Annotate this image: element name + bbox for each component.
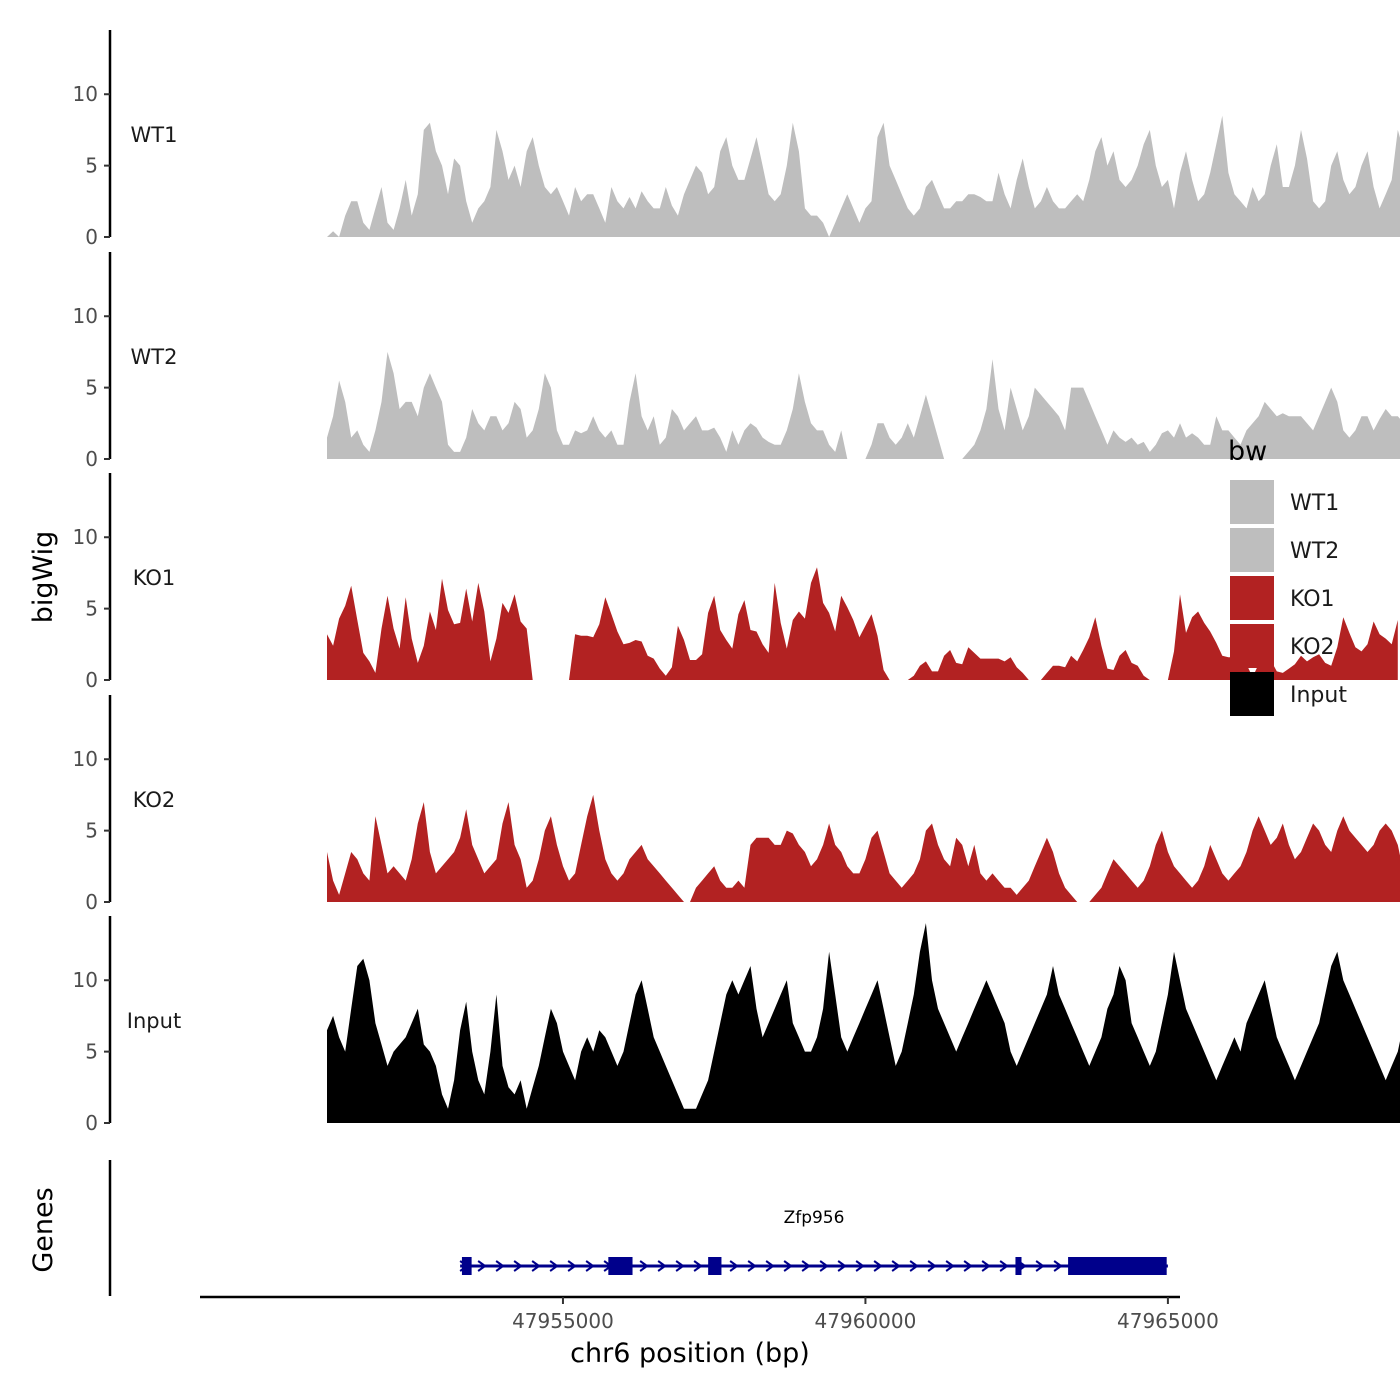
gene-track: Zfp956: [108, 1160, 1168, 1296]
strand-chevron: [819, 1260, 829, 1272]
strand-chevron: [639, 1260, 649, 1272]
track-ko1: 0 5 10 KO1: [73, 473, 1398, 692]
strand-chevron: [549, 1260, 559, 1272]
strand-chevron: [513, 1260, 523, 1272]
x-tick-label: 47965000: [1117, 1309, 1219, 1333]
legend-swatch-input: [1230, 672, 1274, 716]
track-label: WT1: [131, 123, 178, 147]
y-tick-label: 5: [85, 1040, 98, 1064]
legend-label-wt1: WT1: [1290, 491, 1339, 516]
y-tick-label: 10: [73, 747, 98, 771]
strand-chevron: [693, 1260, 703, 1272]
strand-chevron: [963, 1260, 973, 1272]
track-input: 0 5 10 Input: [73, 916, 1400, 1135]
legend-swatch-ko2: [1230, 624, 1274, 668]
y-tick-label: 10: [73, 968, 98, 992]
gene-exon: [461, 1257, 472, 1275]
strand-chevron: [783, 1260, 793, 1272]
track-label: WT2: [131, 345, 178, 369]
y-tick-label: 0: [85, 890, 98, 914]
strand-chevron: [927, 1260, 937, 1272]
strand-chevron: [1035, 1260, 1045, 1272]
strand-chevron: [585, 1260, 595, 1272]
strand-chevron: [873, 1260, 883, 1272]
y-tick-label: 0: [85, 668, 98, 692]
strand-chevron: [891, 1260, 901, 1272]
y-tick-label: 5: [85, 154, 98, 178]
y-tick-label: 0: [85, 1111, 98, 1135]
gene-name-label: Zfp956: [784, 1208, 845, 1228]
strand-chevron: [855, 1260, 865, 1272]
track-label: Input: [127, 1009, 181, 1033]
track-ko2: 0 5 10 KO2: [73, 695, 1400, 914]
strand-chevron: [801, 1260, 811, 1272]
strand-chevron: [567, 1260, 577, 1272]
strand-chevron: [1053, 1260, 1063, 1272]
x-axis-title: chr6 position (bp): [570, 1338, 810, 1369]
legend-label-ko1: KO1: [1290, 587, 1335, 612]
strand-chevron: [837, 1260, 847, 1272]
genes-axis-title: Genes: [28, 1187, 59, 1272]
y-tick-label: 10: [73, 304, 98, 328]
track-label: KO1: [133, 566, 176, 590]
strand-chevron: [675, 1260, 685, 1272]
strand-chevron: [999, 1260, 1009, 1272]
legend-label-ko2: KO2: [1290, 635, 1335, 660]
strand-chevron: [657, 1260, 667, 1272]
strand-chevron: [477, 1260, 487, 1272]
strand-chevron: [531, 1260, 541, 1272]
strand-chevron: [765, 1260, 775, 1272]
legend-title: bw: [1228, 436, 1267, 467]
legend-label-wt2: WT2: [1290, 539, 1339, 564]
coverage-tracks: 0 5 10 WT1 0 5 10 WT2 0 5 10 KO1 0 5 10 KO2 0 5 10 Input: [73, 30, 1400, 1135]
coverage-area-wt2: [327, 351, 1400, 459]
y-tick-label: 5: [85, 597, 98, 621]
strand-chevron: [945, 1260, 955, 1272]
y-tick-label: 5: [85, 819, 98, 843]
track-wt1: 0 5 10 WT1: [73, 30, 1400, 249]
coverage-area-ko2: [327, 794, 1400, 902]
gene-exon: [1015, 1257, 1022, 1275]
y-tick-label: 0: [85, 447, 98, 471]
strand-chevron: [495, 1260, 505, 1272]
gene-exon: [608, 1257, 633, 1275]
y-tick-label: 5: [85, 376, 98, 400]
legend: bw WT1 WT2 KO1 KO2 Input: [1228, 436, 1347, 716]
legend-swatch-wt1: [1230, 480, 1274, 524]
y-tick-label: 10: [73, 525, 98, 549]
coverage-area-wt1: [327, 115, 1400, 237]
strand-chevron: [747, 1260, 757, 1272]
legend-swatch-ko1: [1230, 576, 1274, 620]
track-wt2: 0 5 10 WT2: [73, 252, 1400, 471]
strand-chevron: [981, 1260, 991, 1272]
gene-exon: [1068, 1257, 1167, 1275]
strand-chevron: [909, 1260, 919, 1272]
legend-swatch-wt2: [1230, 528, 1274, 572]
y-tick-label: 0: [85, 225, 98, 249]
gene-exon: [708, 1257, 722, 1275]
coverage-area-ko1: [327, 567, 1398, 680]
x-tick-label: 47955000: [512, 1309, 614, 1333]
y-tick-label: 10: [73, 82, 98, 106]
x-tick-label: 47960000: [815, 1309, 917, 1333]
coverage-area-input: [327, 923, 1400, 1123]
x-axis: 47955000 47960000 47965000: [200, 1295, 1219, 1333]
strand-chevron: [729, 1260, 739, 1272]
track-label: KO2: [133, 788, 176, 812]
legend-label-input: Input: [1290, 683, 1347, 708]
y-axis-title: bigWig: [28, 531, 59, 624]
